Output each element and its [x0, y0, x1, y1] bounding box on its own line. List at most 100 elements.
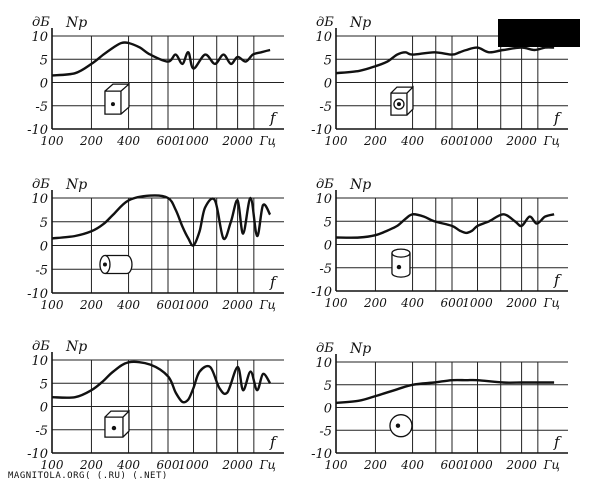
- x-tick-label: 100: [325, 458, 348, 472]
- y-tick-label: -5: [35, 100, 48, 115]
- y-tick-label: -10: [27, 447, 48, 462]
- y-tick-label: 10: [315, 30, 332, 45]
- x-tick-label: 200: [363, 134, 387, 148]
- y-tick-label: -5: [319, 100, 332, 115]
- series-line: [51, 360, 272, 404]
- y-tick-label: 5: [40, 53, 48, 68]
- y-tick-label: 0: [40, 401, 48, 416]
- x-tick-label: 1000: [462, 296, 493, 310]
- y-axis-label: дБ: [316, 15, 334, 30]
- x-tick-label: 1000: [178, 298, 209, 312]
- x-tick-label: Гц: [543, 458, 560, 472]
- x-axis-label: f: [553, 271, 562, 289]
- series-line: [335, 378, 555, 405]
- x-tick-label: 400: [116, 298, 140, 312]
- x-tick-label: 100: [41, 298, 64, 312]
- footer-watermark: MAGNITOLA.ORG( (.RU) (.NET): [8, 471, 168, 481]
- x-tick-label: 100: [325, 296, 348, 310]
- y-tick-label: 5: [40, 377, 48, 392]
- x-tick-label: 2000: [505, 296, 537, 310]
- x-tick-label: Гц: [543, 296, 560, 310]
- x-tick-label: 1000: [178, 134, 209, 148]
- box-outline: [104, 409, 130, 438]
- series-label: Np: [65, 339, 87, 355]
- x-tick-label: 400: [400, 296, 424, 310]
- x-tick-label: 400: [116, 134, 140, 148]
- x-axis-label: f: [553, 109, 562, 127]
- y-axis-label: дБ: [32, 15, 50, 30]
- x-tick-label: 2000: [505, 134, 537, 148]
- redaction-box: [498, 19, 580, 47]
- series-label: Np: [349, 341, 371, 357]
- x-tick-label: 600: [157, 458, 180, 472]
- cylinder-top: [391, 248, 411, 258]
- y-tick-label: 0: [324, 239, 332, 254]
- x-tick-label: 1000: [178, 458, 209, 472]
- x-tick-label: 1000: [462, 458, 493, 472]
- x-tick-label: 2000: [221, 458, 253, 472]
- cylinder-side-icon: [99, 254, 133, 275]
- series-label: Np: [349, 15, 371, 31]
- y-tick-label: 10: [315, 356, 332, 371]
- y-tick-label: -10: [311, 447, 332, 462]
- y-tick-label: -10: [311, 123, 332, 138]
- cylinder-body: [104, 254, 133, 275]
- y-axis-label: дБ: [316, 177, 334, 192]
- sphere-outline: [389, 414, 413, 438]
- x-axis-label: f: [269, 433, 278, 451]
- y-tick-label: 5: [324, 379, 332, 394]
- cylinder-body: [391, 253, 411, 278]
- series-line: [51, 41, 271, 77]
- x-tick-label: 200: [363, 458, 387, 472]
- y-tick-label: -10: [311, 285, 332, 300]
- series-line: [51, 194, 272, 247]
- x-tick-label: 400: [400, 458, 424, 472]
- y-tick-label: 10: [31, 192, 48, 207]
- x-tick-label: 600: [441, 134, 464, 148]
- driver-dot: [111, 425, 117, 431]
- y-tick-label: 10: [31, 354, 48, 369]
- box-outline: [104, 82, 130, 115]
- series-label: Np: [349, 177, 371, 193]
- y-tick-label: -5: [35, 424, 48, 439]
- x-tick-label: 600: [157, 134, 180, 148]
- x-tick-label: 200: [363, 296, 387, 310]
- box-speaker-front-icon: [104, 82, 130, 115]
- y-axis-label: дБ: [32, 177, 50, 192]
- x-tick-label: 200: [79, 134, 103, 148]
- driver-dot: [396, 102, 401, 107]
- x-axis-label: f: [269, 109, 278, 127]
- y-tick-label: 5: [324, 215, 332, 230]
- driver-dot: [396, 264, 402, 270]
- box-speaker-corner-icon: [104, 409, 130, 438]
- driver-dot: [395, 423, 401, 428]
- x-tick-label: 600: [157, 298, 180, 312]
- x-tick-label: 100: [41, 458, 64, 472]
- y-tick-label: 0: [324, 402, 332, 417]
- x-tick-label: 200: [79, 458, 103, 472]
- x-tick-label: 200: [79, 298, 103, 312]
- box-speaker-cone-icon: [390, 85, 414, 116]
- y-tick-label: -10: [27, 123, 48, 138]
- y-tick-label: 5: [40, 216, 48, 231]
- x-tick-label: 400: [400, 134, 424, 148]
- x-tick-label: 400: [116, 458, 140, 472]
- x-axis-label: f: [553, 433, 562, 451]
- y-tick-label: 10: [315, 192, 332, 207]
- series-line: [335, 46, 555, 75]
- series-line: [335, 213, 555, 239]
- y-tick-label: 10: [31, 30, 48, 45]
- x-tick-label: Гц: [259, 134, 276, 148]
- y-tick-label: 0: [324, 77, 332, 92]
- x-tick-label: 2000: [505, 458, 537, 472]
- y-axis-label: дБ: [32, 339, 50, 354]
- x-tick-label: 1000: [462, 134, 493, 148]
- y-tick-label: -5: [35, 263, 48, 278]
- series-label: Np: [65, 177, 87, 193]
- driver-dot: [102, 262, 107, 267]
